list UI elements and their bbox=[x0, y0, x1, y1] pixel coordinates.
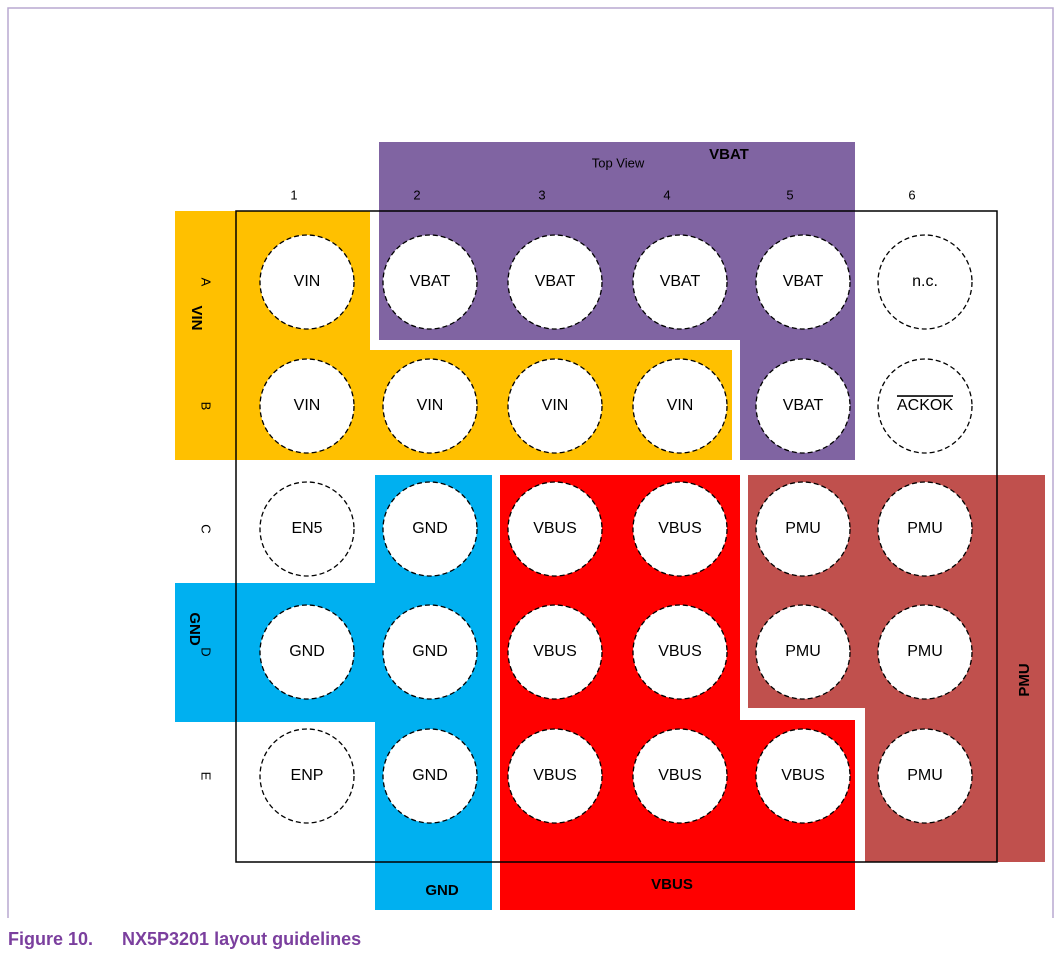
pin-label: VIN bbox=[294, 397, 321, 414]
pin-label: VBAT bbox=[535, 273, 576, 290]
column-label: 3 bbox=[538, 187, 545, 202]
view-label: Top View bbox=[592, 155, 645, 170]
pin-ball bbox=[507, 604, 603, 700]
pin-label: VBAT bbox=[410, 273, 451, 290]
pin-label: PMU bbox=[907, 643, 943, 660]
package-outline bbox=[235, 210, 998, 863]
row-label: B bbox=[199, 402, 214, 411]
pin-label: VBAT bbox=[783, 273, 824, 290]
pin-ball bbox=[259, 604, 355, 700]
pin-label: VBAT bbox=[660, 273, 701, 290]
pin-label: EN5 bbox=[291, 520, 322, 537]
pin-label: VBUS bbox=[658, 643, 702, 660]
pin-ball bbox=[382, 358, 478, 454]
pin-label: VIN bbox=[667, 397, 694, 414]
region-label: VIN bbox=[188, 305, 205, 330]
region-label: GND bbox=[186, 612, 203, 646]
pin-label: ENP bbox=[291, 767, 324, 784]
caption-text: NX5P3201 layout guidelines bbox=[122, 929, 361, 949]
pin-label: VIN bbox=[542, 397, 569, 414]
pin-ball bbox=[382, 481, 478, 577]
pin-ball bbox=[755, 234, 851, 330]
pin-ball bbox=[755, 481, 851, 577]
pin-ball bbox=[632, 481, 728, 577]
pin-label: VBUS bbox=[533, 767, 577, 784]
pin-label: VBUS bbox=[781, 767, 825, 784]
pin-ball bbox=[259, 728, 355, 824]
frame bbox=[7, 7, 1054, 918]
pin-ball bbox=[507, 728, 603, 824]
column-label: 4 bbox=[663, 187, 670, 202]
row-label: E bbox=[199, 772, 214, 781]
caption-number: Figure 10. bbox=[8, 929, 93, 949]
pin-ball bbox=[755, 358, 851, 454]
pin-label: VBAT bbox=[783, 397, 824, 414]
vbat-region bbox=[379, 142, 855, 460]
column-label: 2 bbox=[413, 187, 420, 202]
pin-label: VBUS bbox=[658, 767, 702, 784]
pin-ball bbox=[632, 728, 728, 824]
pin-ball bbox=[507, 358, 603, 454]
pin-label: PMU bbox=[907, 520, 943, 537]
row-label: C bbox=[199, 524, 214, 533]
row-label: A bbox=[199, 278, 214, 287]
pin-ball bbox=[382, 234, 478, 330]
pin-ball bbox=[877, 728, 973, 824]
pin-label: VIN bbox=[294, 273, 321, 290]
pin-label: PMU bbox=[785, 643, 821, 660]
pin-label: ACKOK bbox=[897, 397, 953, 414]
pin-label: GND bbox=[412, 767, 448, 784]
pin-ball bbox=[259, 481, 355, 577]
pin-label: PMU bbox=[907, 767, 943, 784]
pin-ball bbox=[877, 481, 973, 577]
region-label: VBAT bbox=[709, 146, 749, 163]
pin-ball bbox=[507, 234, 603, 330]
region-label: VBUS bbox=[651, 876, 693, 893]
pin-label: VIN bbox=[417, 397, 444, 414]
pin-ball bbox=[382, 728, 478, 824]
pin-label: VBUS bbox=[658, 520, 702, 537]
column-label: 1 bbox=[290, 187, 297, 202]
pin-label: GND bbox=[289, 643, 325, 660]
column-label: 5 bbox=[786, 187, 793, 202]
row-label: D bbox=[199, 647, 214, 656]
pin-label: VBUS bbox=[533, 643, 577, 660]
region-label: PMU bbox=[1016, 663, 1033, 696]
pin-ball bbox=[877, 358, 973, 454]
pin-label: n.c. bbox=[912, 273, 938, 290]
pin-label: GND bbox=[412, 643, 448, 660]
column-label: 6 bbox=[908, 187, 915, 202]
pin-ball bbox=[507, 481, 603, 577]
pin-label: PMU bbox=[785, 520, 821, 537]
region-label: GND bbox=[425, 882, 459, 899]
pin-label: GND bbox=[412, 520, 448, 537]
pin-ball bbox=[382, 604, 478, 700]
pin-ball bbox=[259, 234, 355, 330]
pin-ball bbox=[755, 728, 851, 824]
pin-ball bbox=[877, 604, 973, 700]
pin-ball bbox=[877, 234, 973, 330]
pin-ball bbox=[259, 358, 355, 454]
pin-ball bbox=[632, 358, 728, 454]
pin-label: VBUS bbox=[533, 520, 577, 537]
pin-ball bbox=[755, 604, 851, 700]
pin-ball bbox=[632, 234, 728, 330]
pin-ball bbox=[632, 604, 728, 700]
